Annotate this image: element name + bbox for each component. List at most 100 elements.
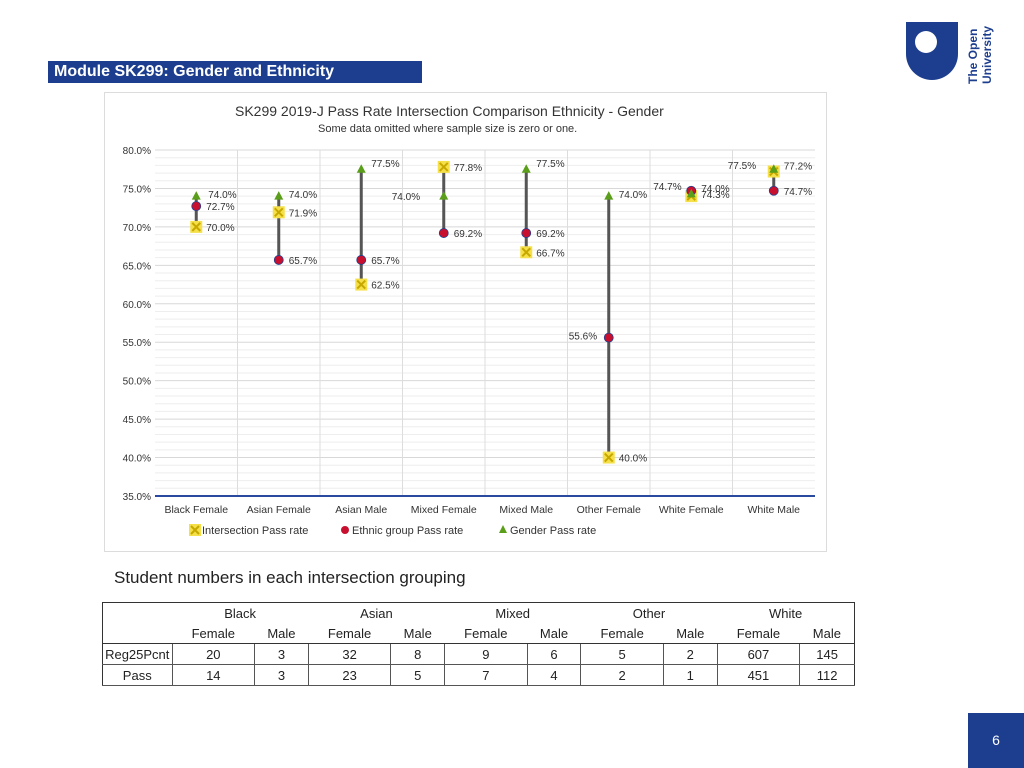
intersection-label: 70.0% <box>206 223 234 234</box>
table-subheader: Male <box>663 623 718 644</box>
gender-label: 77.5% <box>728 161 756 172</box>
y-tick-label: 65.0% <box>123 261 151 272</box>
intersection-point <box>520 246 533 259</box>
legend-ethnic-label: Ethnic group Pass rate <box>352 525 463 537</box>
y-tick-label: 60.0% <box>123 300 151 311</box>
x-tick-label: White Male <box>747 504 800 516</box>
table-cell: 1 <box>662 664 718 686</box>
module-title: Module SK299: Gender and Ethnicity <box>48 61 422 83</box>
chart-title: SK299 2019-J Pass Rate Intersection Comp… <box>235 103 664 119</box>
chart-subtitle: Some data omitted where sample size is z… <box>318 123 577 135</box>
y-tick-label: 35.0% <box>123 492 151 503</box>
chart-image: SK299 2019-J Pass Rate Intersection Comp… <box>104 92 827 552</box>
ethnic-point <box>273 255 284 265</box>
legend-intersection-label: Intersection Pass rate <box>202 525 308 537</box>
table-cell: 145 <box>799 643 855 665</box>
pass-rate-chart: SK299 2019-J Pass Rate Intersection Comp… <box>123 103 815 537</box>
intersection-point <box>355 278 368 291</box>
gender-label: 74.0% <box>208 190 236 201</box>
table-cell: 14 <box>171 664 256 686</box>
table-cell: 607 <box>716 643 801 665</box>
table-corner <box>102 602 172 623</box>
intersection-label: 40.0% <box>619 454 647 465</box>
table-cell: 3 <box>254 643 309 665</box>
gender-point <box>439 191 449 200</box>
table-subheader: Female <box>308 623 391 644</box>
ethnic-label: 65.7% <box>289 256 317 267</box>
intersection-point <box>437 160 450 173</box>
page-number: 6 <box>968 713 1024 768</box>
x-tick-label: Mixed Female <box>411 504 477 516</box>
table-cell: 2 <box>580 664 664 686</box>
gender-point <box>604 191 614 200</box>
ethnic-label: 69.2% <box>536 229 564 240</box>
table-cell: 3 <box>254 664 309 686</box>
table-cell: 8 <box>390 643 446 665</box>
table-cell: 5 <box>390 664 446 686</box>
x-tick-label: White Female <box>659 504 724 516</box>
gender-point <box>274 191 284 200</box>
ethnic-point <box>603 332 614 343</box>
table-cell: 23 <box>307 664 392 686</box>
ethnic-label: 72.7% <box>206 202 234 213</box>
gender-label: 74.0% <box>289 190 317 201</box>
ethnic-point <box>191 201 202 212</box>
y-tick-label: 40.0% <box>123 454 151 465</box>
table-subheader: Male <box>527 623 581 644</box>
open-university-logo: The Open University <box>906 22 1006 88</box>
table-cell: 451 <box>716 664 801 686</box>
table-cell: 5 <box>580 643 664 665</box>
table-subheader: Female <box>172 623 255 644</box>
table-subheader: Female <box>444 623 528 644</box>
table-group-header: Asian <box>308 602 445 623</box>
table-corner <box>102 623 172 644</box>
y-tick-label: 80.0% <box>123 146 151 157</box>
ethnic-label: 65.7% <box>371 256 399 267</box>
student-numbers-table: Black Asian Mixed Other White Female Male Femal… <box>102 602 856 686</box>
y-tick-label: 75.0% <box>123 184 151 195</box>
legend-ethnic-marker <box>341 526 349 534</box>
y-tick-label: 45.0% <box>123 415 151 426</box>
intersection-point <box>602 451 615 464</box>
table-subheader: Female <box>717 623 800 644</box>
intersection-point <box>272 206 285 219</box>
x-tick-label: Black Female <box>164 504 228 516</box>
intersection-label: 66.7% <box>536 248 564 259</box>
gender-point <box>356 164 366 173</box>
ethnic-point <box>768 185 779 196</box>
y-tick-label: 70.0% <box>123 223 151 234</box>
table-row-label: Pass <box>102 664 173 686</box>
legend-gender-marker <box>499 525 507 533</box>
ethnic-label: 69.2% <box>454 229 482 240</box>
ethnic-point <box>356 255 367 265</box>
ethnic-label: 74.7% <box>653 182 681 193</box>
intersection-label: 77.2% <box>784 162 812 173</box>
table-cell: 7 <box>444 664 528 686</box>
y-tick-label: 55.0% <box>123 338 151 349</box>
x-tick-label: Mixed Male <box>499 504 553 516</box>
table-cell: 6 <box>526 643 582 665</box>
legend-gender-label: Gender Pass rate <box>510 525 596 537</box>
table-cell: 2 <box>662 643 718 665</box>
table-group-header: Black <box>172 602 309 623</box>
table-group-header: White <box>717 602 856 623</box>
gender-point <box>686 188 696 198</box>
table-row-label: Reg25Pcnt <box>102 643 173 665</box>
gender-point <box>191 191 201 200</box>
intersection-label: 74.0% <box>701 184 729 195</box>
intersection-label: 71.9% <box>289 208 317 219</box>
legend-intersection-marker <box>189 524 201 536</box>
table-group-header: Other <box>580 602 718 623</box>
table-subheader: Male <box>254 623 309 644</box>
ethnic-label: 74.7% <box>784 187 812 198</box>
intersection-label: 62.5% <box>371 281 399 292</box>
table-cell: 32 <box>307 643 392 665</box>
ethnic-point <box>521 228 532 238</box>
intersection-point <box>190 220 203 233</box>
table-cell: 4 <box>526 664 582 686</box>
gender-label: 74.0% <box>619 190 647 201</box>
ethnic-label: 55.6% <box>569 332 597 343</box>
gender-label: 74.3% <box>701 190 729 201</box>
table-subheader: Female <box>580 623 664 644</box>
table-subheader: Male <box>390 623 445 644</box>
